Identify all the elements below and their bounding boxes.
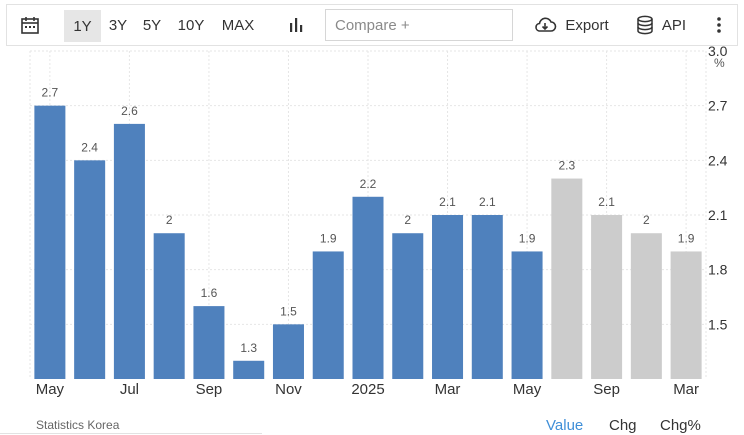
data-label: 1.3 bbox=[240, 341, 257, 355]
y-tick-label: 1.5 bbox=[708, 316, 728, 332]
chart-type-icon[interactable] bbox=[283, 5, 309, 45]
export-button[interactable]: Export bbox=[529, 5, 613, 45]
range-3y-button[interactable]: 3Y bbox=[108, 16, 128, 34]
database-icon bbox=[637, 15, 653, 35]
data-label: 2.4 bbox=[81, 140, 98, 154]
range-1y-button[interactable]: 1Y bbox=[64, 10, 101, 42]
range-max-button[interactable]: MAX bbox=[221, 16, 255, 34]
bar bbox=[34, 105, 66, 379]
footer-divider bbox=[0, 433, 262, 434]
x-tick-label: 2025 bbox=[351, 381, 384, 398]
data-label: 2 bbox=[643, 213, 650, 227]
x-tick-label: Mar bbox=[435, 381, 461, 398]
x-tick-label: Nov bbox=[275, 381, 302, 398]
bar bbox=[233, 360, 265, 379]
data-label: 1.9 bbox=[678, 231, 695, 245]
bar bbox=[551, 178, 583, 379]
bar bbox=[511, 251, 543, 379]
y-unit-label: % bbox=[714, 56, 725, 70]
bar bbox=[432, 215, 464, 379]
x-tick-label: Sep bbox=[593, 381, 620, 398]
data-label: 2.1 bbox=[439, 195, 456, 209]
bar bbox=[352, 196, 384, 379]
data-label: 2.1 bbox=[479, 195, 496, 209]
y-tick-label: 2.1 bbox=[708, 207, 728, 223]
bar bbox=[471, 215, 503, 379]
x-tick-label: Sep bbox=[196, 381, 223, 398]
bar bbox=[312, 251, 344, 379]
x-tick-label: Jul bbox=[120, 381, 139, 398]
range-5y-button[interactable]: 5Y bbox=[142, 16, 162, 34]
y-tick-label: 3.0 bbox=[708, 46, 728, 59]
calendar-icon[interactable] bbox=[17, 5, 43, 45]
bar bbox=[113, 123, 145, 379]
bar bbox=[74, 160, 106, 379]
bar bbox=[193, 306, 225, 379]
bar bbox=[591, 215, 623, 379]
x-tick-label: May bbox=[513, 381, 542, 398]
bar bbox=[670, 251, 702, 379]
data-label: 1.5 bbox=[280, 304, 297, 318]
data-label: 1.9 bbox=[320, 231, 337, 245]
tab-chg[interactable]: Chg bbox=[609, 417, 637, 434]
tab-value[interactable]: Value bbox=[546, 417, 584, 434]
more-options-icon[interactable] bbox=[707, 5, 731, 45]
compare-input[interactable] bbox=[325, 9, 513, 41]
data-label: 2.1 bbox=[598, 195, 615, 209]
data-label: 1.9 bbox=[519, 231, 536, 245]
export-label: Export bbox=[565, 16, 609, 34]
data-label: 2.7 bbox=[42, 86, 59, 100]
data-label: 1.6 bbox=[201, 286, 218, 300]
range-10y-button[interactable]: 10Y bbox=[177, 16, 205, 34]
data-label: 2.2 bbox=[360, 177, 377, 191]
cloud-download-icon bbox=[535, 17, 557, 32]
bar bbox=[153, 233, 185, 379]
bar bbox=[630, 233, 662, 379]
bar bbox=[272, 324, 304, 379]
data-label: 2 bbox=[404, 213, 411, 227]
y-tick-label: 2.7 bbox=[708, 98, 728, 114]
x-tick-label: May bbox=[36, 381, 65, 398]
y-tick-label: 1.8 bbox=[708, 262, 728, 278]
bar bbox=[392, 233, 424, 379]
chart-toolbar: 1Y 3Y 5Y 10Y MAX Export API bbox=[6, 4, 738, 46]
y-tick-label: 2.4 bbox=[708, 152, 728, 168]
tab-chg-percent[interactable]: Chg% bbox=[660, 417, 701, 434]
bar-chart: 1.5 1.8 2.1 2.4 2.7 3.0% 2.7 2.4 2.6 2 1.6 1.3 1.5 1.… bbox=[29, 46, 728, 398]
api-button[interactable]: API bbox=[631, 5, 691, 45]
data-label: 2.6 bbox=[121, 104, 138, 118]
api-label: API bbox=[661, 16, 687, 34]
x-tick-label: Mar bbox=[673, 381, 699, 398]
data-label: 2.3 bbox=[558, 159, 575, 173]
source-label: Statistics Korea bbox=[36, 418, 120, 432]
data-label: 2 bbox=[166, 213, 173, 227]
